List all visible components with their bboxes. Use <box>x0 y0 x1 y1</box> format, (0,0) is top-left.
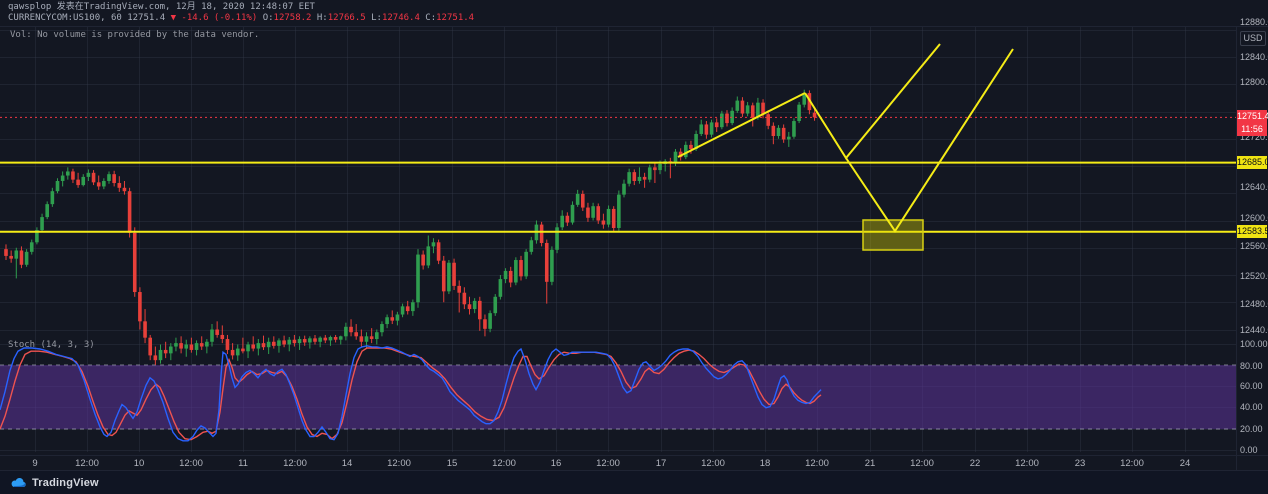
time-tick-label: 10 <box>133 458 145 469</box>
price-tick-label: 12840.0 <box>1240 52 1268 62</box>
time-tick-label: 12:00 <box>1120 458 1144 469</box>
close-value: 12751.4 <box>436 13 475 23</box>
time-tick-label: 16 <box>550 458 562 469</box>
price-tick-label: 12640.0 <box>1240 182 1268 192</box>
last-price-badge: 12751.4 <box>1237 110 1268 123</box>
time-tick-label: 17 <box>655 458 667 469</box>
price-axis[interactable]: USD 12880.0 12840.0 12800.0 12720.0 12640.0 1… <box>1237 0 1268 470</box>
time-tick-label: 23 <box>1074 458 1086 469</box>
time-tick-label: 15 <box>446 458 458 469</box>
time-tick-label: 12:00 <box>283 458 307 469</box>
open-value: 12758.2 <box>273 13 312 23</box>
price-tick-label: 12600.0 <box>1240 213 1268 223</box>
price-change: ▼ -14.6 (-0.11%) <box>170 13 258 23</box>
time-tick-label: 12:00 <box>701 458 725 469</box>
header-divider <box>0 26 1268 27</box>
bottom-bar-divider <box>0 470 1268 471</box>
trend-line[interactable] <box>677 92 806 158</box>
time-tick-label: 12:00 <box>910 458 934 469</box>
stochastic-indicator-label[interactable]: Stoch (14, 3, 3) <box>8 340 95 350</box>
time-tick-label: 12:00 <box>179 458 203 469</box>
price-axis-divider <box>1236 26 1237 470</box>
symbol-title: CURRENCYCOM:US100, 60 12751.4 <box>8 13 166 23</box>
time-tick-label: 12:00 <box>805 458 829 469</box>
price-tick-label: 12520.0 <box>1240 271 1268 281</box>
price-tick-label: 60.00 <box>1240 381 1263 391</box>
price-tick-label: 12800.0 <box>1240 77 1268 87</box>
time-tick-label: 12:00 <box>492 458 516 469</box>
price-tick-label: 12480.0 <box>1240 299 1268 309</box>
price-tick-label: 12880.0 <box>1240 17 1268 27</box>
bottom-bar: TradingView <box>0 471 1268 494</box>
price-tick-label: 20.00 <box>1240 424 1263 434</box>
time-tick-label: 12:00 <box>596 458 620 469</box>
trend-drawings[interactable] <box>677 43 1014 251</box>
time-axis-divider <box>0 455 1268 456</box>
projection-zigzag-1[interactable] <box>804 43 941 160</box>
currency-label: USD <box>1240 31 1266 46</box>
projection-zigzag-2[interactable] <box>845 48 1014 233</box>
legend-byline: qawsplop 发表在TradingView.com, 12月 18, 202… <box>8 2 315 12</box>
tradingview-brand-text: TradingView <box>32 476 99 489</box>
time-tick-label: 12:00 <box>387 458 411 469</box>
low-label: L: <box>371 13 382 23</box>
open-label: O: <box>262 13 274 23</box>
time-tick-label: 24 <box>1179 458 1191 469</box>
price-tick-label: 100.00 <box>1240 339 1268 349</box>
time-tick-label: 11 <box>238 458 248 469</box>
price-tick-label: 12560.0 <box>1240 241 1268 251</box>
level-lines[interactable] <box>0 161 1236 233</box>
chart-legend[interactable]: qawsplop 发表在TradingView.com, 12月 18, 202… <box>8 2 474 24</box>
tradingview-logo[interactable]: TradingView <box>10 477 99 489</box>
time-tick-label: 12:00 <box>1015 458 1039 469</box>
time-tick-label: 14 <box>341 458 353 469</box>
resistance-level-badge: 12685.0 <box>1237 156 1268 169</box>
high-label: H: <box>316 13 328 23</box>
time-tick-label: 21 <box>864 458 876 469</box>
time-tick-label: 18 <box>759 458 771 469</box>
price-tick-label: 12720.0 <box>1240 132 1268 142</box>
price-tick-label: 0.00 <box>1240 445 1258 455</box>
target-box[interactable] <box>862 219 924 251</box>
high-value: 12766.5 <box>327 13 366 23</box>
price-tick-label: 80.00 <box>1240 361 1263 371</box>
close-label: C: <box>425 13 437 23</box>
time-tick-label: 12:00 <box>75 458 99 469</box>
legend-symbol-row: CURRENCYCOM:US100, 60 12751.4 ▼ -14.6 (-… <box>8 13 474 24</box>
stoch-k-line[interactable] <box>0 345 822 442</box>
support-level-badge: 12583.5 <box>1237 225 1268 238</box>
time-axis[interactable]: 9 12:00 10 12:00 11 12:00 14 12:00 15 12:00 16 12:0… <box>0 456 1236 470</box>
price-tick-label: 40.00 <box>1240 402 1263 412</box>
time-tick-label: 9 <box>32 458 38 469</box>
last-bar-countdown-badge: 11:56 <box>1237 123 1267 136</box>
tradingview-cloud-icon <box>11 477 26 487</box>
volume-note: Vol: No volume is provided by the data v… <box>10 30 260 40</box>
low-value: 12746.4 <box>381 13 420 23</box>
time-tick-label: 22 <box>969 458 981 469</box>
price-tick-label: 12440.0 <box>1240 325 1268 335</box>
